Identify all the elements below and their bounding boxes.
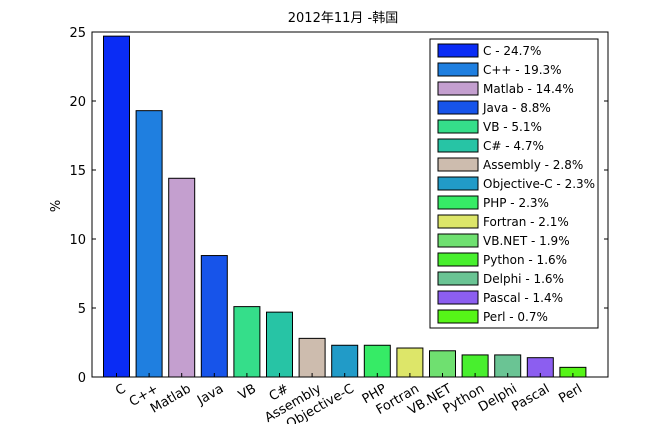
- legend-label-1: C++ - 19.3%: [483, 63, 562, 77]
- legend-swatch-1: [437, 62, 479, 77]
- y-tick-label-3: 15: [69, 164, 86, 179]
- legend-label-10: VB.NET - 1.9%: [483, 234, 570, 248]
- chart-title: 2012年11月 -韩国: [288, 11, 398, 26]
- bar-2: [168, 177, 196, 378]
- legend-label-4: VB - 5.1%: [483, 120, 542, 134]
- bar-7: [331, 344, 359, 378]
- x-tick-label-4: VB: [236, 381, 259, 403]
- bar-4: [233, 306, 261, 378]
- y-tick-label-5: 25: [69, 26, 86, 41]
- bar-0: [103, 35, 130, 378]
- bars-group: [103, 35, 587, 378]
- y-axis-label: %: [49, 200, 64, 212]
- legend-swatch-6: [437, 157, 479, 172]
- x-tick-label-12: Delphi: [476, 381, 520, 415]
- legend-label-2: Matlab - 14.4%: [483, 82, 574, 96]
- legend-swatch-0: [437, 43, 479, 58]
- legend-label-7: Objective-C - 2.3%: [483, 177, 595, 191]
- legend-label-5: C# - 4.7%: [483, 139, 544, 153]
- legend-swatch-5: [437, 138, 479, 153]
- x-tick-label-14: Perl: [556, 381, 585, 406]
- plot-frame: [91, 31, 609, 378]
- legend-label-0: C - 24.7%: [483, 44, 541, 58]
- legend-swatch-3: [437, 100, 479, 115]
- legend-label-8: PHP - 2.3%: [483, 196, 549, 210]
- bar-3: [200, 255, 228, 378]
- y-tick-label-4: 20: [69, 95, 86, 110]
- legend-swatch-4: [437, 119, 479, 134]
- legend-label-14: Perl - 0.7%: [483, 310, 548, 324]
- x-tick-label-3: Java: [194, 381, 226, 408]
- legend-swatch-2: [437, 81, 479, 96]
- y-tick-label-1: 5: [78, 302, 86, 317]
- bar-8: [363, 344, 391, 378]
- bar-1: [135, 110, 163, 378]
- legend-swatch-12: [437, 271, 479, 286]
- bar-9: [396, 347, 424, 378]
- legend-swatch-9: [437, 214, 479, 229]
- legend-label-9: Fortran - 2.1%: [483, 215, 569, 229]
- legend-swatch-7: [437, 176, 479, 191]
- legend-label-6: Assembly - 2.8%: [483, 158, 583, 172]
- legend-swatch-11: [437, 252, 479, 267]
- x-tick-label-13: Pascal: [510, 381, 553, 414]
- legend-label-13: Pascal - 1.4%: [483, 291, 563, 305]
- y-tick-label-2: 10: [69, 233, 86, 248]
- y-tick-label-0: 0: [78, 371, 86, 386]
- legend-label-11: Python - 1.6%: [483, 253, 567, 267]
- legend-swatch-13: [437, 290, 479, 305]
- bar-5: [266, 311, 293, 378]
- legend-label-3: Java - 8.8%: [482, 101, 551, 115]
- bar-10: [429, 350, 456, 378]
- bar-6: [298, 337, 326, 378]
- legend-swatch-10: [437, 233, 479, 248]
- legend: C - 24.7% C++ - 19.3% Matlab - 14.4% Java -…: [429, 38, 599, 329]
- legend-swatch-14: [437, 309, 479, 324]
- legend-label-12: Delphi - 1.6%: [483, 272, 564, 286]
- legend-swatch-8: [437, 195, 479, 210]
